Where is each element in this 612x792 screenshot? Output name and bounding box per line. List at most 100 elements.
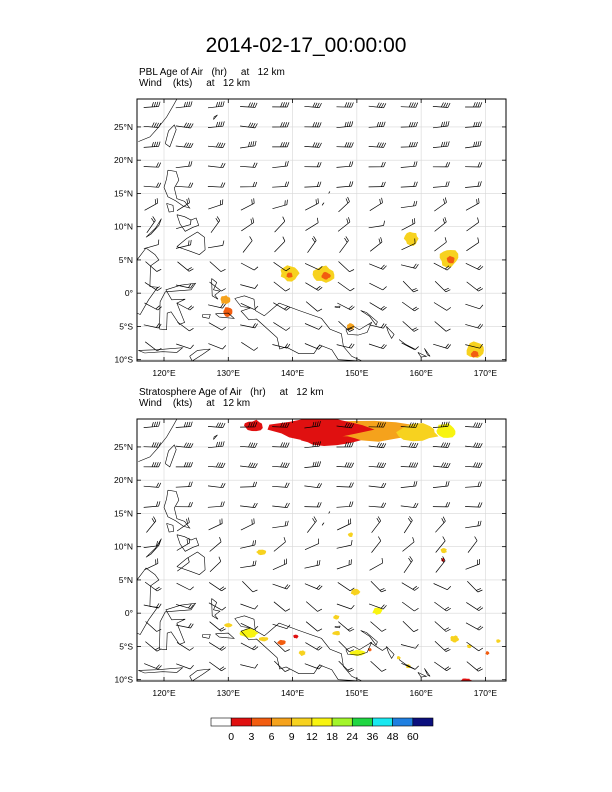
colorbar-label: 48 xyxy=(387,731,399,743)
wind-barb xyxy=(336,343,355,349)
wind-barb xyxy=(240,560,257,569)
wind-barb xyxy=(432,481,450,488)
wind-barb xyxy=(368,502,387,508)
wind-barb xyxy=(336,181,354,188)
wind-barb xyxy=(400,161,418,168)
colorbar-swatch xyxy=(351,717,373,727)
lon-tick-label: 170°E xyxy=(474,688,498,698)
wind-barb xyxy=(272,462,290,468)
wind-barb xyxy=(336,603,355,610)
wind-barb xyxy=(209,556,222,573)
wind-barb xyxy=(240,603,259,610)
colorbar-label: 60 xyxy=(407,731,419,743)
coastline xyxy=(334,305,341,309)
wind-barb xyxy=(336,540,353,549)
wind-barb xyxy=(304,502,322,508)
wind-barb xyxy=(272,102,290,108)
wind-barb xyxy=(272,520,289,529)
wind-barb xyxy=(336,559,352,570)
wind-barb xyxy=(465,462,483,468)
map-title: 2014-02-17_00:00:00 xyxy=(205,34,407,57)
wind-barb xyxy=(176,343,194,350)
wind-barb xyxy=(304,323,323,330)
wind-barb xyxy=(432,462,451,468)
coastline xyxy=(138,667,184,674)
age-of-air-shading xyxy=(440,548,447,554)
wind-barb xyxy=(207,462,226,468)
wind-barb xyxy=(338,640,355,653)
wind-barb xyxy=(371,516,381,533)
wind-barb xyxy=(304,482,323,489)
wind-barb xyxy=(240,102,258,108)
age-of-air-shading xyxy=(372,607,383,615)
wind-barb xyxy=(368,482,387,489)
wind-barb xyxy=(273,322,291,331)
wind-barb xyxy=(401,582,419,591)
wind-barb xyxy=(401,601,419,612)
wind-barb xyxy=(273,601,291,612)
wind-barb xyxy=(207,240,225,249)
wind-barb xyxy=(175,421,193,428)
coastline xyxy=(202,634,211,639)
wind-barb xyxy=(144,558,159,571)
wind-barb xyxy=(240,422,258,428)
wind-barb xyxy=(143,501,161,508)
wind-barb xyxy=(143,540,161,548)
wind-barb xyxy=(369,302,387,311)
colorbar-label: 12 xyxy=(306,731,318,743)
wind-barb xyxy=(368,220,385,229)
wind-barb xyxy=(240,462,258,469)
colorbar-label: 18 xyxy=(326,731,338,743)
wind-barb xyxy=(337,302,355,311)
wind-barb xyxy=(465,162,483,168)
age-of-air-shading xyxy=(450,635,460,643)
wind-barb xyxy=(369,557,384,571)
wind-barb xyxy=(144,663,162,670)
coastline xyxy=(234,295,363,361)
wind-barb xyxy=(143,122,162,128)
wind-barb xyxy=(208,199,224,210)
age-of-air-shading xyxy=(397,656,401,660)
wind-barb xyxy=(336,161,354,168)
coastline xyxy=(321,522,325,526)
age-of-air-shading xyxy=(461,678,472,681)
coastline xyxy=(215,312,235,319)
wind-barb xyxy=(400,442,419,448)
coastline xyxy=(386,646,395,659)
wind-barb xyxy=(465,481,482,488)
wind-barb xyxy=(305,621,323,632)
wind-barb xyxy=(368,142,387,148)
wind-barb xyxy=(305,301,323,312)
age-of-air-shading xyxy=(446,255,455,264)
colorbar-label: 0 xyxy=(228,731,234,743)
wind-barb xyxy=(209,621,226,632)
wind-barb xyxy=(434,237,447,252)
age-of-air-shading xyxy=(277,639,286,646)
wind-barb xyxy=(144,282,162,291)
wind-barb xyxy=(400,462,419,468)
coastline xyxy=(234,615,363,681)
wind-barb xyxy=(175,442,194,449)
wind-barb xyxy=(304,122,322,128)
pbl-panel-label-variable: PBL Age of Air (hr) at 12 km xyxy=(139,67,285,78)
wind-barb xyxy=(272,583,291,590)
coastline xyxy=(386,326,395,339)
coastline xyxy=(360,310,378,326)
age-of-air-shading xyxy=(350,588,361,596)
wind-barb xyxy=(143,462,161,468)
wind-barb xyxy=(401,301,419,312)
wind-barb xyxy=(466,237,480,252)
coastline xyxy=(213,434,218,440)
wind-barb xyxy=(305,217,319,231)
lat-tick-label: 0° xyxy=(125,608,133,618)
coastline xyxy=(417,352,428,358)
wind-barb xyxy=(242,580,258,593)
strat-panel-label-wind: Wind (kts) at 12 km xyxy=(139,398,251,409)
wind-barb xyxy=(143,101,161,108)
coastline xyxy=(176,534,200,552)
wind-barb xyxy=(176,302,194,311)
age-of-air-shading xyxy=(466,341,484,358)
lon-tick-label: 130°E xyxy=(217,368,241,378)
wind-barb xyxy=(240,502,258,508)
wind-barb xyxy=(466,602,484,611)
